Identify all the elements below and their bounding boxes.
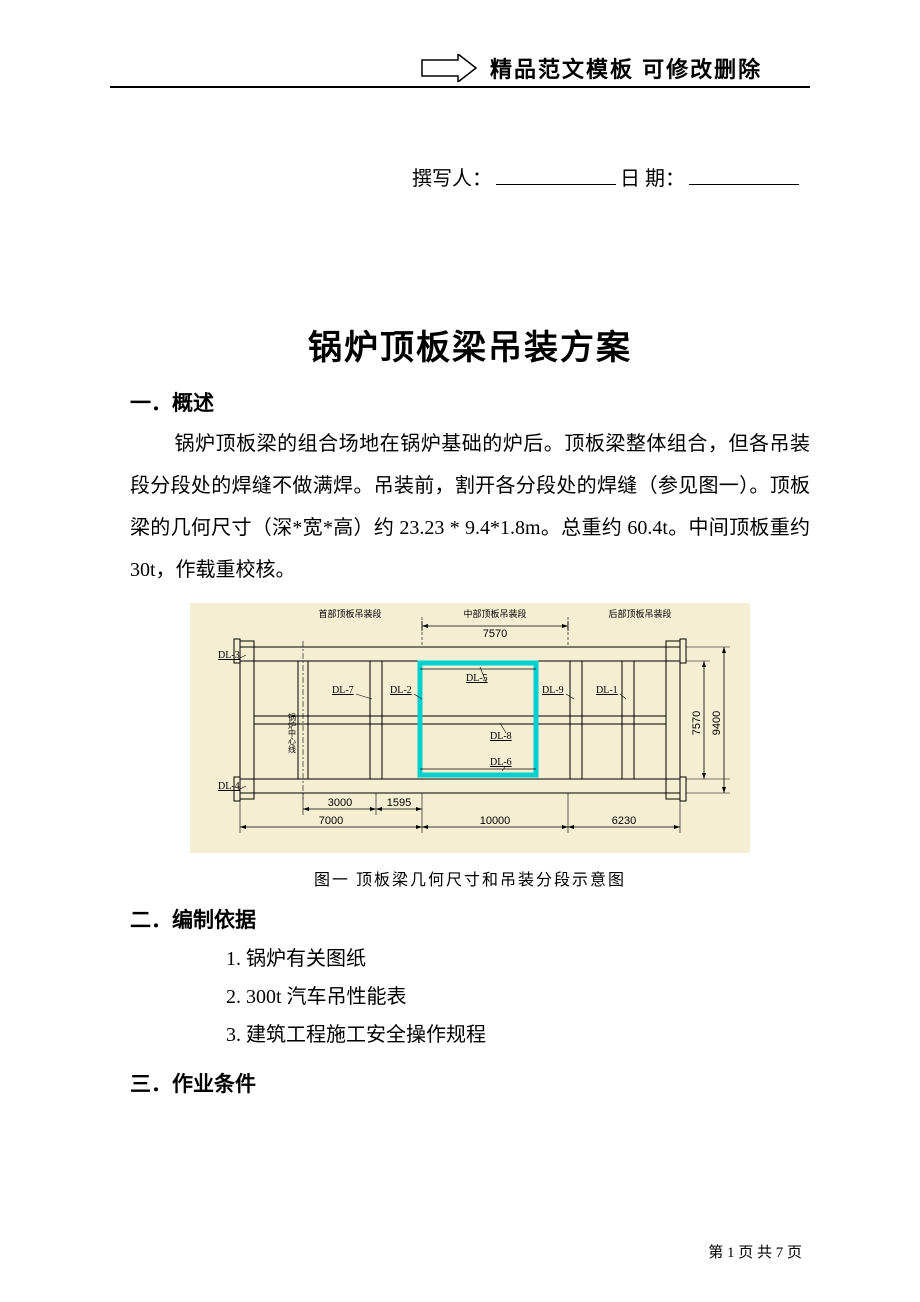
dim-7000: 7000 <box>319 815 343 827</box>
footer-middle: 页 共 <box>734 1245 775 1261</box>
label-dl3: DL-3 <box>218 650 240 661</box>
section-3-heading: 三．作业条件 <box>130 1068 810 1098</box>
author-blank <box>496 167 616 185</box>
date-label: 日 期： <box>620 162 685 191</box>
top-label-center: 中部顶板吊装段 <box>463 608 526 619</box>
diagram-caption: 图一 顶板梁几何尺寸和吊装分段示意图 <box>130 866 810 890</box>
document-content: 锅炉顶板梁吊装方案 一．概述 锅炉顶板梁的组合场地在锅炉基础的炉后。顶板梁整体组… <box>130 320 810 1104</box>
top-dim-value: 7570 <box>483 628 507 640</box>
document-title: 锅炉顶板梁吊装方案 <box>130 320 810 369</box>
dim-10000: 10000 <box>480 815 511 827</box>
dim-3000: 3000 <box>328 797 352 809</box>
vertical-label: 锅炉中心线 <box>288 712 297 753</box>
label-dl1: DL-1 <box>596 685 618 696</box>
section-2-item-1: 1. 锅炉有关图纸 <box>226 940 810 978</box>
right-dim-9400: 9400 <box>711 711 723 735</box>
right-dim-7570: 7570 <box>691 711 703 735</box>
section-2-item-3: 3. 建筑工程施工安全操作规程 <box>226 1016 810 1054</box>
header-text: 精品范文模板 可修改删除 <box>490 52 762 84</box>
section-2-item-2: 2. 300t 汽车吊性能表 <box>226 978 810 1016</box>
top-label-right: 后部顶板吊装段 <box>608 608 671 619</box>
arrow-icon <box>420 54 478 82</box>
beam-diagram: 首部顶板吊装段 中部顶板吊装段 后部顶板吊装段 7570 <box>190 603 750 853</box>
label-dl9: DL-9 <box>542 685 564 696</box>
date-blank <box>689 167 799 185</box>
label-dl8: DL-8 <box>490 731 512 742</box>
footer-prefix: 第 <box>708 1245 727 1261</box>
label-dl6: DL-6 <box>490 757 512 768</box>
top-label-left: 首部顶板吊装段 <box>318 608 381 619</box>
dim-1595: 1595 <box>387 797 411 809</box>
section-1-text: 锅炉顶板梁的组合场地在锅炉基础的炉后。顶板梁整体组合，但各吊装段分段处的焊缝不做… <box>130 433 810 581</box>
section-2-heading: 二．编制依据 <box>130 904 810 934</box>
label-dl4: DL-4 <box>218 781 240 792</box>
diagram-figure: 首部顶板吊装段 中部顶板吊装段 后部顶板吊装段 7570 <box>190 603 750 858</box>
label-dl7: DL-7 <box>332 685 354 696</box>
footer-suffix: 页 <box>783 1245 802 1261</box>
page-footer: 第 1 页 共 7 页 <box>708 1241 802 1262</box>
author-label: 撰写人： <box>412 162 492 191</box>
label-dl2: DL-2 <box>390 685 412 696</box>
section-1-paragraph: 锅炉顶板梁的组合场地在锅炉基础的炉后。顶板梁整体组合，但各吊装段分段处的焊缝不做… <box>130 423 810 591</box>
author-date-line: 撰写人： 日 期： <box>412 162 799 191</box>
dim-6230: 6230 <box>612 815 636 827</box>
header-banner: 精品范文模板 可修改删除 <box>110 52 810 88</box>
section-1-heading: 一．概述 <box>130 387 810 417</box>
